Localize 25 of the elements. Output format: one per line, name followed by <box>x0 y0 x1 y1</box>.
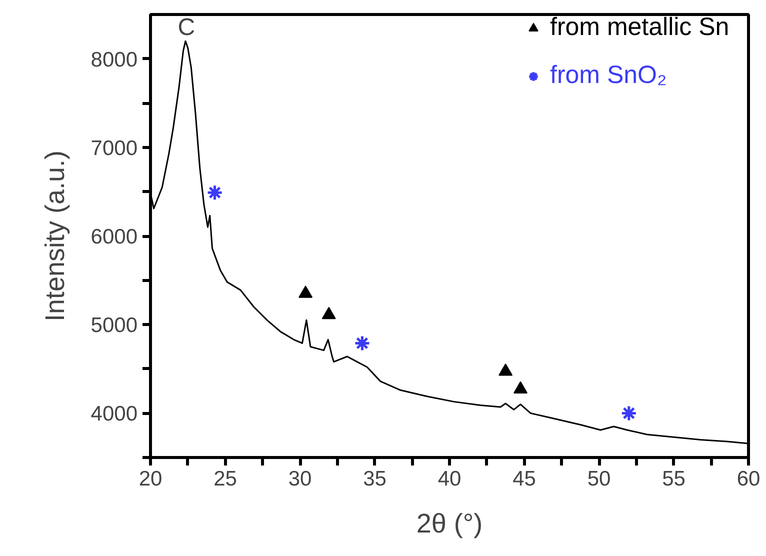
x-tick-label: 50 <box>587 468 611 490</box>
point <box>354 334 370 352</box>
point <box>514 381 528 394</box>
y-tick-label: 5000 <box>90 314 138 338</box>
y-axis-title: Intensity (a.u.) <box>40 150 70 322</box>
x-axis-title: 2θ (°) <box>416 508 483 538</box>
y-tick-label: 6000 <box>90 226 138 248</box>
point <box>498 364 513 376</box>
y-tick-label: 8000 <box>90 48 138 72</box>
y-tick-label: 7000 <box>90 136 138 160</box>
x-tick-label: 20 <box>138 468 162 490</box>
point <box>206 184 224 201</box>
point <box>322 306 336 320</box>
x-tick-label: 60 <box>736 468 760 490</box>
x-tick-label: 40 <box>438 468 462 490</box>
x-tick-label: 45 <box>512 468 536 490</box>
point <box>298 286 313 298</box>
x-tick-label: 55 <box>662 468 686 490</box>
annotation: C <box>178 14 196 42</box>
legend-label: from metallic Sn <box>550 13 730 42</box>
x-tick-label: 30 <box>288 468 312 490</box>
x-tick-label: 35 <box>363 468 386 490</box>
x-tick-label: 25 <box>214 468 237 490</box>
legend-label: from SnO₂ <box>550 61 667 90</box>
y-tick-label: 4000 <box>90 402 138 426</box>
